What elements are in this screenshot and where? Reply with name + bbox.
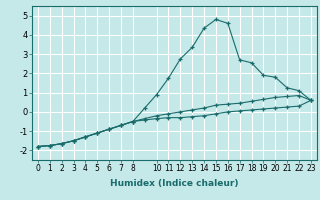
X-axis label: Humidex (Indice chaleur): Humidex (Indice chaleur) [110,179,239,188]
